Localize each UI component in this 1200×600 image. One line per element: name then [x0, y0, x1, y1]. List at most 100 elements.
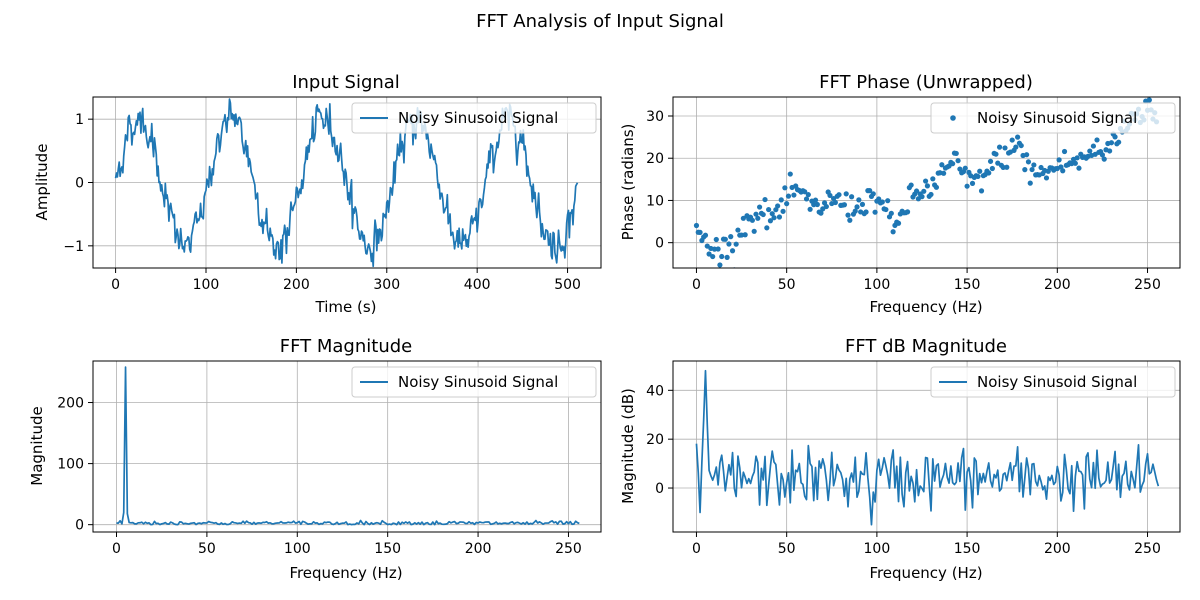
data-point — [888, 210, 894, 216]
x-tick-label: 250 — [1134, 541, 1161, 557]
legend: Noisy Sinusoid Signal — [351, 102, 597, 134]
data-point — [1013, 144, 1019, 150]
data-point — [1029, 166, 1035, 173]
x-tick-label: 300 — [373, 277, 400, 293]
y-axis-label: Amplitude — [33, 144, 51, 221]
y-tick-label: 20 — [646, 151, 664, 167]
data-point — [939, 162, 945, 168]
data-point — [1074, 155, 1080, 161]
panel-fft-db-magnitude: FFT dB Magnitude Frequency (Hz) Magnitud… — [619, 336, 1181, 582]
data-point — [1022, 167, 1028, 173]
data-point — [1024, 152, 1030, 158]
data-point — [977, 168, 983, 174]
data-point — [1025, 159, 1032, 165]
data-point — [710, 253, 716, 260]
data-point — [1056, 157, 1062, 163]
x-tick-label: 200 — [465, 541, 492, 557]
data-point — [1002, 145, 1008, 151]
data-point — [1107, 148, 1113, 154]
data-point — [986, 170, 992, 176]
x-tick-label: 100 — [284, 541, 311, 557]
data-point — [784, 201, 790, 207]
panel-title: FFT dB Magnitude — [845, 336, 1007, 357]
legend: Noisy Sinusoid Signal — [930, 366, 1176, 398]
data-point — [955, 158, 961, 164]
data-point — [928, 191, 934, 198]
data-point — [807, 206, 813, 212]
data-point — [1112, 134, 1118, 140]
figure-suptitle: FFT Analysis of Input Signal — [476, 11, 724, 32]
data-point — [885, 198, 891, 204]
data-point — [827, 192, 833, 199]
series-line — [116, 366, 580, 526]
data-point — [787, 171, 793, 177]
panel-fft-magnitude: FFT Magnitude Frequency (Hz) Magnitude 0… — [28, 336, 602, 582]
panel-fft-phase: FFT Phase (Unwrapped) Frequency (Hz) Pha… — [619, 72, 1181, 316]
data-point — [1101, 156, 1107, 162]
data-point — [1094, 137, 1100, 143]
legend-label: Noisy Sinusoid Signal — [977, 373, 1137, 391]
legend: Noisy Sinusoid Signal — [930, 102, 1176, 134]
data-point — [895, 220, 902, 226]
data-point — [1116, 139, 1122, 145]
data-point — [742, 232, 748, 238]
panel-title: FFT Magnitude — [280, 336, 412, 357]
data-point — [775, 203, 781, 209]
x-tick-label: 150 — [954, 541, 981, 557]
x-axis-label: Frequency (Hz) — [869, 564, 982, 582]
y-tick-label: 0 — [75, 518, 84, 534]
plot-area: 0 100 200 300 400 500 −1 0 1 Noisy Sinusoid Signa… — [63, 96, 602, 293]
data-point — [812, 197, 819, 203]
data-point — [845, 212, 851, 218]
y-tick-label: 20 — [646, 432, 664, 448]
data-point — [859, 201, 866, 207]
x-tick-label: 50 — [778, 541, 796, 557]
data-point — [921, 188, 927, 194]
x-tick-label: 200 — [1044, 541, 1071, 557]
data-point — [776, 214, 783, 220]
data-point — [872, 209, 878, 215]
x-axis-label: Time (s) — [315, 298, 377, 316]
data-point — [1076, 165, 1082, 171]
x-tick-label: 400 — [464, 277, 491, 293]
legend-label: Noisy Sinusoid Signal — [398, 109, 558, 127]
plot-area: 0 50 100 150 200 250 0 100 200 Noisy Sinusoid Sig… — [57, 360, 602, 557]
data-point — [1018, 142, 1024, 149]
y-axis-label: Magnitude — [28, 406, 46, 485]
data-point — [782, 185, 788, 191]
data-point — [706, 251, 712, 257]
axes-frame — [672, 360, 1181, 533]
x-tick-label: 250 — [1134, 277, 1161, 293]
y-tick-label: 10 — [646, 193, 664, 209]
legend-marker — [950, 115, 956, 121]
y-tick-label: −1 — [63, 239, 84, 255]
data-point — [908, 182, 914, 188]
data-point — [785, 193, 792, 199]
data-point — [724, 254, 730, 260]
x-tick-label: 100 — [193, 277, 220, 293]
x-axis-label: Frequency (Hz) — [289, 564, 402, 582]
data-point — [1061, 148, 1068, 155]
data-point — [762, 196, 768, 203]
data-point — [1015, 134, 1021, 140]
x-tick-label: 0 — [111, 277, 120, 293]
data-point — [996, 144, 1003, 150]
x-tick-label: 0 — [692, 541, 701, 557]
data-point — [969, 180, 976, 186]
plot-area: 0 50 100 150 200 250 0 20 40 Noisy Sinusoid Signa… — [646, 360, 1181, 557]
x-tick-label: 0 — [112, 541, 121, 557]
legend-box — [930, 102, 1176, 134]
x-tick-label: 500 — [554, 277, 581, 293]
legend-box — [351, 102, 597, 134]
x-tick-label: 200 — [283, 277, 310, 293]
data-point — [823, 203, 829, 210]
data-point — [1146, 97, 1152, 103]
data-point — [753, 211, 759, 217]
data-point — [836, 192, 842, 198]
series-line — [695, 369, 1160, 526]
y-tick-label: 0 — [655, 481, 664, 497]
x-tick-label: 0 — [692, 277, 701, 293]
data-point — [930, 176, 936, 182]
data-point — [757, 204, 763, 210]
y-tick-label: 0 — [75, 176, 84, 192]
